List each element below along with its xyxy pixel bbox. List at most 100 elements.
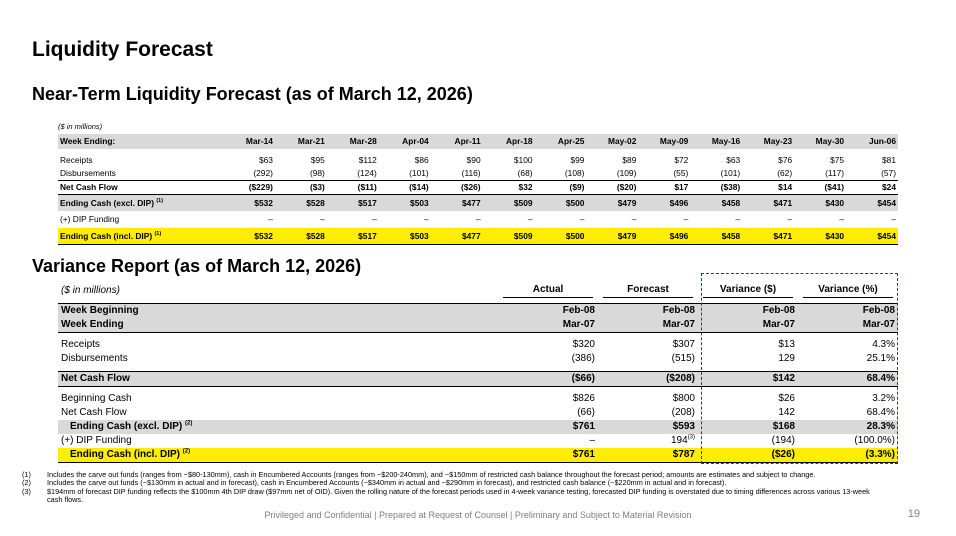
variance-receipts-row-label: Receipts: [58, 338, 498, 352]
forecast-dip-funding-row-value: –: [787, 214, 793, 224]
forecast-disbursements-row-value: (108): [564, 168, 585, 178]
forecast-disbursements-row-value: (57): [881, 168, 896, 178]
variance-week-ending-row-value: Mar-07: [698, 318, 798, 333]
forecast-week-header: Mar-28: [326, 134, 379, 149]
forecast-table: ($ in millions) Week Ending: Mar-14 Mar-21…: [58, 120, 898, 245]
variance-week-beginning-row-value-text: Feb-08: [562, 305, 595, 316]
variance-net-cash-flow-row: Net Cash Flow ($66) ($208) $142 68.4%: [58, 371, 898, 387]
variance-ending-cash-excl-row-value-text: 28.3%: [866, 421, 895, 432]
variance-receipts-row-value-text: $13: [778, 339, 795, 350]
forecast-ending-cash-incl-row-value: $517: [326, 228, 379, 245]
forecast-receipts-row-value: $90: [466, 155, 481, 165]
forecast-dip-funding-row-value: –: [631, 214, 637, 224]
forecast-dip-funding-row-value: –: [839, 214, 845, 224]
forecast-ending-cash-incl-row-label-note: (1): [154, 231, 162, 238]
variance-disbursements-row-value: (515): [598, 352, 698, 366]
variance-receipts-row-value: $320: [498, 338, 598, 352]
variance-ending-cash-excl-row-label-text: Ending Cash (excl. DIP): [70, 421, 183, 432]
variance-ending-cash-incl-row: Ending Cash (incl. DIP) (2) $761 $787 ($26)…: [58, 448, 898, 463]
variance-net-cash-flow-2-row-value-text: 142: [778, 407, 795, 418]
variance-net-cash-flow-2-row-value: (208): [598, 406, 698, 420]
forecast-receipts-row-label: Receipts: [58, 154, 223, 167]
variance-ending-cash-excl-row-value: $168: [698, 420, 798, 434]
forecast-ending-cash-excl-row-value: $471: [742, 194, 795, 211]
variance-disbursements-row-value-text: 129: [778, 353, 795, 364]
forecast-dip-funding-row-value: –: [683, 214, 689, 224]
forecast-dip-funding-row-value: –: [735, 214, 741, 224]
variance-receipts-row-value-text: 4.3%: [872, 339, 895, 350]
variance-dip-funding-row-value: (194): [698, 434, 798, 448]
forecast-week-header: Mar-21: [274, 134, 327, 149]
variance-net-cash-flow-row-value-text: 68.4%: [866, 373, 895, 384]
forecast-ending-cash-incl-row: Ending Cash (incl. DIP) (1) $532 $528 $517 $…: [58, 228, 898, 245]
variance-beginning-cash-row-value: $26: [698, 392, 798, 406]
footnote-number: (3): [22, 486, 31, 496]
dip-forecast-note: (3): [687, 434, 695, 441]
forecast-ending-cash-excl-row-value: $509: [482, 194, 535, 211]
variance-net-cash-flow-2-row-value: (66): [498, 406, 598, 420]
footnotes: (1) Includes the carve out funds (ranges …: [22, 470, 882, 504]
forecast-ending-cash-excl-row-label-note: (1): [156, 198, 164, 205]
footer: Privileged and Confidential | Prepared a…: [264, 510, 692, 520]
variance-week-ending-row-value-text: Mar-07: [562, 319, 595, 330]
variance-net-cash-flow-row-value: ($208): [598, 371, 698, 387]
variance-week-ending-row: Week Ending Mar-07 Mar-07 Mar-07 Mar-07: [58, 318, 898, 333]
variance-ending-cash-incl-row-value: $787: [598, 448, 698, 463]
forecast-net-cash-flow-row-value: ($9): [534, 180, 587, 195]
forecast-week-label: Week Ending:: [58, 134, 223, 149]
forecast-ending-cash-excl-row-value: $477: [430, 194, 483, 211]
forecast-ending-cash-incl-row-value: $500: [534, 228, 587, 245]
variance-net-cash-flow-2-row: Net Cash Flow (66) (208) 142 68.4%: [58, 406, 898, 420]
forecast-receipts-row-value: $63: [726, 155, 741, 165]
forecast-receipts-row-value: $81: [882, 155, 896, 165]
forecast-disbursements-row-value: (62): [777, 168, 793, 178]
variance-dip-funding-row-label-text: (+) DIP Funding: [61, 435, 132, 446]
variance-week-beginning-row-label-text: Week Beginning: [61, 305, 139, 316]
forecast-week-header: Mar-14: [223, 134, 275, 149]
forecast-net-cash-flow-row-value: $24: [846, 180, 898, 195]
variance-ending-cash-incl-row-value-text: ($26): [771, 449, 795, 460]
variance-dip-funding-row-value-text: 194: [670, 435, 688, 446]
variance-units: ($ in millions): [61, 284, 120, 296]
variance-receipts-row-value: $13: [698, 338, 798, 352]
variance-net-cash-flow-2-row-value-text: (66): [577, 407, 595, 418]
forecast-ending-cash-excl-row-value: $496: [638, 194, 691, 211]
forecast-title: Near-Term Liquidity Forecast (as of Marc…: [32, 84, 473, 104]
variance-net-cash-flow-2-row-value: 68.4%: [798, 406, 898, 420]
forecast-dip-funding-row-value: –: [372, 214, 377, 224]
variance-week-beginning-row-value-text: Feb-08: [662, 305, 695, 316]
forecast-ending-cash-excl-row-value: $500: [534, 194, 587, 211]
forecast-disbursements-row-value: (55): [673, 168, 689, 178]
variance-beginning-cash-row-value: $800: [598, 392, 698, 406]
variance-net-cash-flow-row-value-text: ($66): [571, 373, 595, 384]
variance-disbursements-row-value-text: 25.1%: [866, 353, 895, 364]
forecast-dip-funding-row-value: –: [424, 214, 429, 224]
variance-column-header-text: Forecast: [603, 282, 693, 298]
variance-receipts-row: Receipts $320 $307 $13 4.3%: [58, 338, 898, 352]
variance-week-ending-row-value-text: Mar-07: [762, 319, 795, 330]
forecast-dip-funding-row-value: –: [579, 214, 585, 224]
forecast-dip-funding-row-value: –: [891, 214, 896, 224]
variance-column-header-text: Variance ($): [703, 282, 793, 298]
variance-net-cash-flow-row-value: 68.4%: [798, 371, 898, 387]
variance-column-header: Variance ($): [698, 282, 798, 298]
variance-highlight-box: [701, 273, 898, 464]
variance-beginning-cash-row-value-text: $800: [672, 393, 695, 404]
forecast-week-header: Apr-18: [482, 134, 535, 149]
forecast-net-cash-flow-row-value: ($3): [274, 180, 327, 195]
variance-receipts-row-label-text: Receipts: [61, 339, 100, 350]
forecast-ending-cash-incl-row-label-text: Ending Cash (incl. DIP): [60, 231, 153, 241]
variance-column-header-text: Variance (%): [803, 282, 893, 298]
variance-disbursements-row-label: Disbursements: [58, 352, 498, 366]
forecast-disbursements-row-value: (109): [616, 168, 637, 178]
forecast-net-cash-flow-row: Net Cash Flow ($229) ($3) ($11) ($14) ($26) $3…: [58, 180, 898, 195]
variance-week-beginning-row-label: Week Beginning: [58, 303, 498, 318]
forecast-dip-funding-row-label-text: (+) DIP Funding: [60, 214, 120, 224]
variance-receipts-row-value: 4.3%: [798, 338, 898, 352]
variance-disbursements-row-value: 129: [698, 352, 798, 366]
forecast-receipts-row-value: $112: [358, 155, 377, 165]
page-number: 19: [907, 508, 920, 520]
variance-week-ending-row-value: Mar-07: [798, 318, 898, 333]
variance-week-beginning-row-value: Feb-08: [598, 303, 698, 318]
variance-ending-cash-excl-row-value-text: $168: [772, 421, 795, 432]
